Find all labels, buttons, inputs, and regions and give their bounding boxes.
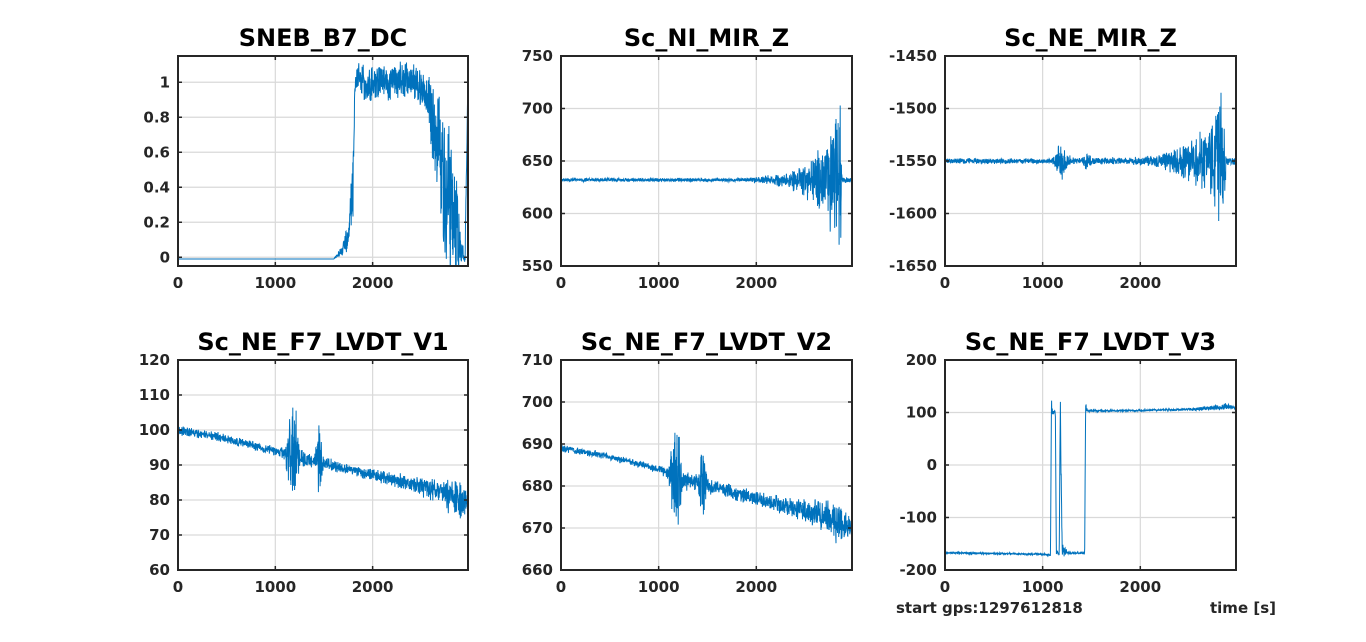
series-line-1 [561,432,852,544]
chart-panel-2: 0 1000 2000 550 600 650 700 750 Sc_NI_MIR_Z [522,24,853,292]
x-tick-label: 2000 [735,578,777,596]
y-tick-label: 0 [160,248,170,266]
y-tick-label: 650 [522,152,553,170]
axes-frame [560,359,853,571]
series-line-1 [561,105,852,245]
y-tick-label: 70 [149,526,170,544]
y-tick-label: 110 [139,386,170,404]
x-tick-label: 2000 [735,274,777,292]
y-tick-label: -1650 [889,257,937,275]
y-tick-label: 670 [522,519,553,537]
y-tick-label: -200 [899,561,937,579]
y-tick-label: 100 [906,404,937,422]
x-tick-label: 0 [173,274,183,292]
series-line-1 [945,92,1236,222]
y-tick-label: 550 [522,257,553,275]
y-tick-label: -1600 [889,205,937,223]
chart-title: Sc_NE_F7_LVDT_V3 [965,328,1216,356]
y-tick-label: 600 [522,205,553,223]
y-tick-label: -1450 [889,47,937,65]
chart-panel-5: 0 1000 2000 660 670 680 690 700 710 Sc_NE_F7_LVDT… [522,328,853,596]
chart-title: Sc_NE_F7_LVDT_V1 [197,328,448,356]
x-tick-label: 2000 [352,274,394,292]
start-gps-label: start gps:1297612818 [896,599,1083,617]
y-tick-label: 750 [522,47,553,65]
x-tick-label: 1000 [1022,274,1064,292]
y-tick-label: 90 [149,456,170,474]
chart-title: Sc_NE_MIR_Z [1004,24,1177,52]
x-tick-label: 0 [173,578,183,596]
series-line-1 [178,407,468,519]
chart-title: SNEB_B7_DC [239,24,408,52]
series-line-1 [178,61,468,266]
chart-panel-1: 0 1000 2000 0 0.2 0.4 0.6 0.8 1 SNEB_B7_DC [143,24,469,292]
y-tick-label: 690 [522,435,553,453]
y-tick-label: 80 [149,491,170,509]
x-tick-label: 0 [556,578,566,596]
x-tick-label: 0 [556,274,566,292]
x-tick-label: 2000 [1119,274,1161,292]
y-tick-label: 200 [906,351,937,369]
y-tick-label: 680 [522,477,553,495]
y-tick-label: 0.4 [143,178,170,196]
axes-frame [177,55,469,267]
y-tick-label: 1 [160,73,170,91]
y-tick-label: 0.2 [143,213,170,231]
x-tick-label: 1000 [254,274,296,292]
y-tick-label: 120 [139,351,170,369]
x-tick-label: 1000 [1022,578,1064,596]
x-tick-label: 2000 [352,578,394,596]
x-tick-label: 1000 [254,578,296,596]
series-line-1 [945,400,1236,558]
chart-panel-3: 0 1000 2000 -1650 -1600 -1550 -1500 -1450 Sc_NE_… [889,24,1237,292]
y-tick-label: 700 [522,100,553,118]
y-tick-label: 660 [522,561,553,579]
y-tick-label: 0.6 [143,143,170,161]
x-tick-label: 2000 [1119,578,1161,596]
y-tick-label: 100 [139,421,170,439]
y-tick-label: 710 [522,351,553,369]
y-tick-label: 0.8 [143,108,170,126]
chart-title: Sc_NI_MIR_Z [624,24,789,52]
chart-title: Sc_NE_F7_LVDT_V2 [581,328,832,356]
y-tick-label: 0 [927,456,937,474]
y-tick-label: -100 [899,509,937,527]
x-tick-label: 1000 [638,578,680,596]
y-tick-label: -1500 [889,100,937,118]
y-tick-label: -1550 [889,152,937,170]
x-tick-label: 0 [940,274,950,292]
y-tick-label: 60 [149,561,170,579]
y-tick-label: 700 [522,393,553,411]
chart-panel-4: 0 1000 2000 60 70 80 90 100 110 120 Sc_NE_F7_LVDT_… [139,328,469,596]
time-axis-label: time [s] [1210,599,1276,617]
x-tick-label: 1000 [638,274,680,292]
chart-panel-6: 0 1000 2000 -200 -100 0 100 200 Sc_NE_F7_LVDT_V3 [899,328,1237,596]
x-tick-label: 0 [940,578,950,596]
